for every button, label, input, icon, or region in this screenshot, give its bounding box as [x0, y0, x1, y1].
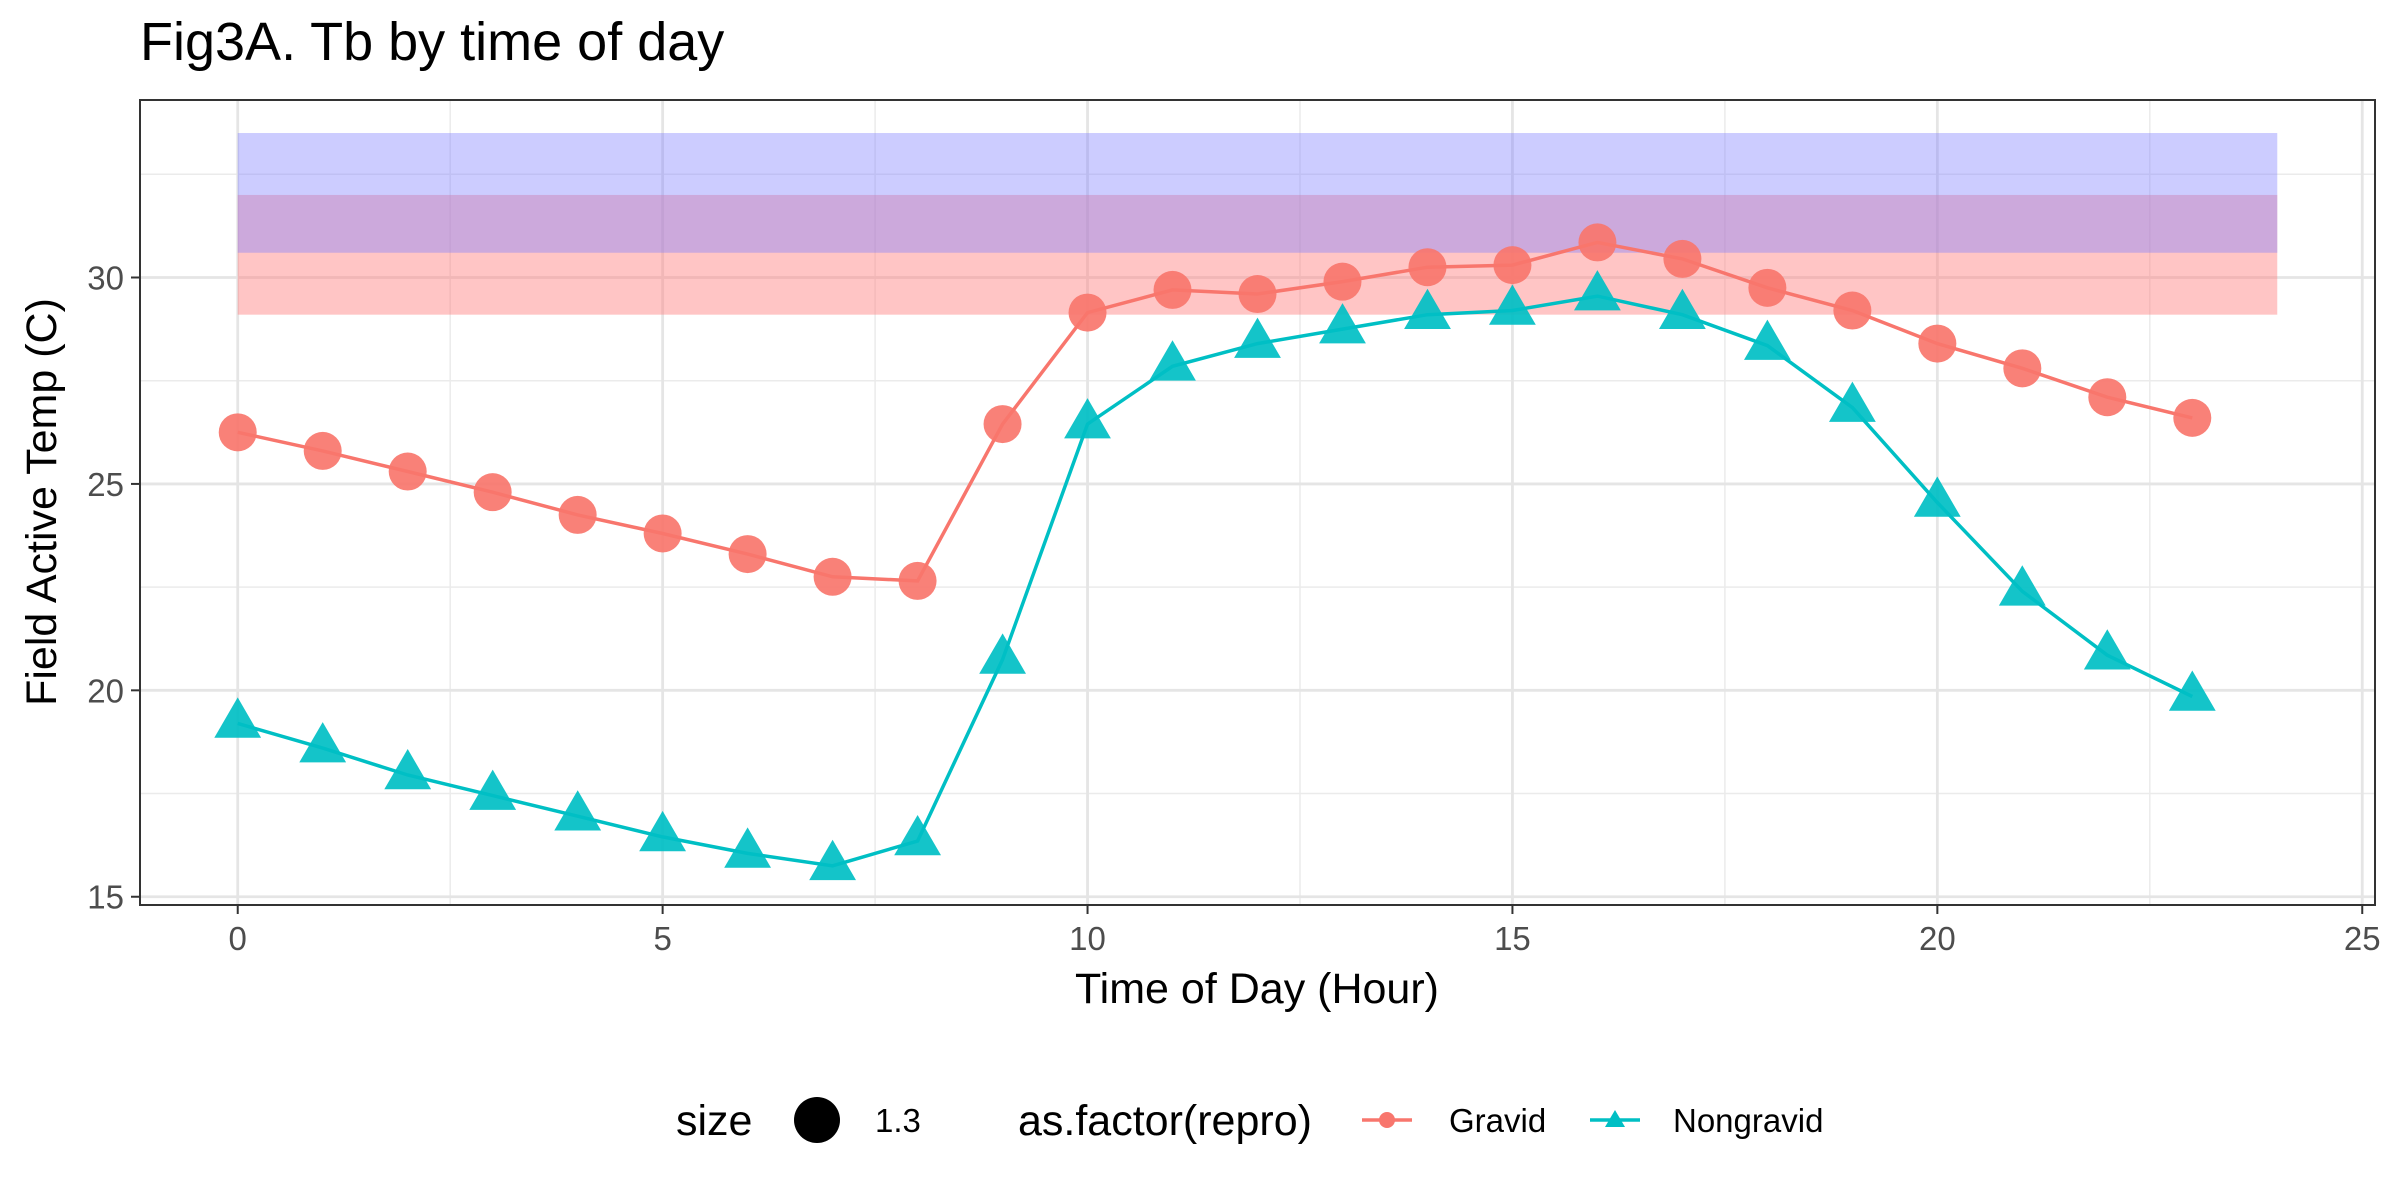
data-point-gravid: [728, 535, 767, 574]
data-point-nongravid: [1404, 288, 1451, 329]
data-point-gravid: [1408, 248, 1447, 287]
data-point-nongravid: [1234, 317, 1281, 358]
legend-nongravid-label: Nongravid: [1673, 1102, 1823, 1139]
data-point-gravid: [1153, 270, 1192, 309]
legend-color-title: as.factor(repro): [1018, 1097, 1312, 1145]
data-point-gravid: [388, 452, 427, 491]
data-point-nongravid: [1149, 340, 1196, 381]
data-point-gravid: [1918, 324, 1957, 363]
plot-border: [139, 99, 2376, 906]
chart-title: Fig3A. Tb by time of day: [140, 12, 724, 72]
y-tick-label: 30: [87, 260, 124, 297]
data-point-nongravid: [1913, 476, 1961, 517]
data-point-nongravid: [1659, 288, 1706, 329]
series-line-nongravid: [237, 294, 2194, 868]
data-point-nongravid: [979, 633, 1026, 674]
legend-nongravid-marker: [1605, 1110, 1625, 1127]
data-point-gravid: [1068, 293, 1107, 332]
data-point-gravid: [2003, 349, 2042, 388]
data-point-gravid: [1833, 291, 1872, 330]
data-point-gravid: [643, 514, 682, 553]
legend-gravid-label: Gravid: [1449, 1102, 1546, 1139]
minor-grid: [140, 100, 2375, 905]
data-point-nongravid: [1998, 565, 2046, 606]
data-point-nongravid: [1489, 284, 1536, 325]
x-tick-label: 10: [1069, 920, 1106, 957]
bands: [237, 133, 2278, 315]
legend-gravid-marker: [1379, 1112, 1395, 1128]
data-point-gravid: [1238, 275, 1277, 314]
x-tick-label: 0: [229, 920, 247, 957]
data-point-gravid: [1663, 239, 1702, 278]
data-point-nongravid: [894, 815, 941, 856]
data-point-nongravid: [809, 839, 856, 881]
data-point-gravid: [1748, 268, 1787, 307]
x-tick-label: 25: [2344, 920, 2381, 957]
data-point-gravid: [983, 405, 1022, 444]
data-point-nongravid: [554, 790, 602, 831]
data-point-nongravid: [2168, 670, 2216, 711]
data-point-nongravid: [214, 697, 262, 738]
y-tick-label: 20: [87, 672, 124, 709]
x-axis: 0 5 10 15 20 25: [229, 905, 2381, 957]
legend: size 1.3 as.factor(repro) Gravid Nongrav…: [676, 1097, 1823, 1145]
data-point-nongravid: [1064, 398, 1111, 439]
y-tick-label: 25: [87, 466, 124, 503]
data-point-gravid: [1578, 223, 1617, 262]
thermal-band-2: [237, 133, 2278, 253]
data-point-gravid: [898, 561, 937, 600]
y-tick-label: 15: [87, 879, 124, 916]
data-point-nongravid: [1574, 270, 1621, 311]
x-tick-label: 20: [1919, 920, 1956, 957]
data-point-gravid: [558, 495, 597, 534]
y-axis: 15 20 25 30: [87, 260, 140, 916]
data-point-nongravid: [469, 769, 517, 810]
data-point-nongravid: [2083, 629, 2131, 670]
legend-size-label: 1.3: [875, 1102, 921, 1139]
data-point-gravid: [473, 473, 512, 512]
data-point-nongravid: [724, 827, 771, 868]
data-point-nongravid: [1744, 319, 1791, 360]
data-point-nongravid: [1319, 303, 1366, 344]
data-point-nongravid: [299, 722, 347, 763]
data-point-gravid: [303, 431, 342, 470]
data-point-nongravid: [639, 810, 686, 852]
series-markers: [214, 223, 2216, 881]
x-tick-label: 15: [1494, 920, 1531, 957]
data-point-gravid: [1323, 262, 1362, 301]
data-point-gravid: [2088, 378, 2127, 417]
y-axis-title: Field Active Temp (C): [18, 298, 66, 706]
legend-size-key: [794, 1097, 840, 1143]
data-point-gravid: [1493, 246, 1532, 285]
x-axis-title: Time of Day (Hour): [1075, 965, 1439, 1013]
x-tick-label: 5: [653, 920, 671, 957]
legend-size-title: size: [676, 1097, 752, 1145]
data-point-gravid: [813, 557, 852, 596]
data-point-gravid: [218, 413, 257, 452]
plot-background: [140, 100, 2375, 905]
data-point-nongravid: [384, 749, 432, 790]
data-point-nongravid: [1829, 381, 1876, 422]
data-point-gravid: [2173, 398, 2212, 437]
